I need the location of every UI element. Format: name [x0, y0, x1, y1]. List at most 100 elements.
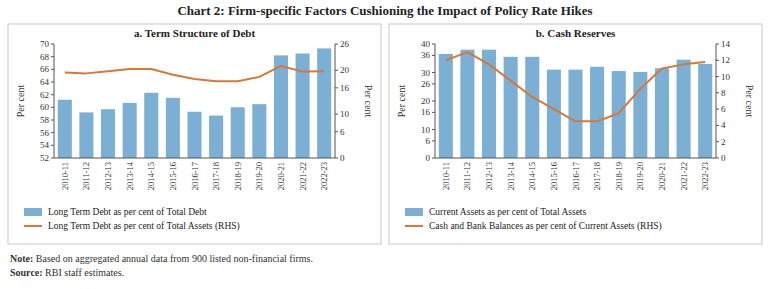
bar [590, 67, 604, 158]
x-tick-label: 2017-18 [211, 162, 221, 190]
x-tick-label: 2019-20 [254, 162, 264, 190]
y-tick [51, 158, 54, 159]
bar [525, 57, 539, 158]
x-tick-label: 2020-21 [276, 162, 286, 190]
x-axis [54, 158, 335, 159]
y-tick [51, 94, 54, 95]
y-tick-label: 54 [40, 140, 50, 150]
bar [101, 109, 115, 158]
y-tick-label: 30 [421, 68, 431, 78]
bar [231, 107, 245, 158]
bar [123, 103, 137, 158]
y-axis-label: Per cent [396, 85, 407, 118]
bar [79, 112, 93, 158]
y-tick-label: 52 [40, 153, 49, 163]
y-tick-label: 70 [40, 39, 50, 49]
y-axis [54, 44, 55, 158]
y-tick-label: 68 [40, 52, 50, 62]
note: Note: Based on aggregated annual data fr… [10, 253, 313, 264]
plot-area [439, 50, 712, 158]
bar [166, 98, 180, 158]
x-tick-label: 2018-19 [614, 162, 624, 190]
bar [460, 50, 474, 158]
y-tick-label: 6 [426, 136, 431, 146]
y-tick [432, 129, 435, 130]
legend-label: Cash and Bank Balances as per cent of Cu… [429, 221, 662, 232]
x-tick-label: 2016-17 [190, 162, 200, 190]
y2-tick-label: 8 [721, 88, 726, 98]
y-tick [432, 112, 435, 113]
y2-axis-label: Per cent [363, 85, 374, 118]
line [446, 52, 705, 121]
y-tick-label: 64 [40, 77, 50, 87]
note-text: RBI staff estimates. [43, 267, 124, 278]
y2-tick-label: 10 [721, 72, 731, 82]
panel-title: b. Cash Reserves [536, 27, 616, 39]
y-tick-label: 40 [421, 39, 431, 49]
y-tick [51, 145, 54, 146]
main-title: Chart 2: Firm-specific Factors Cushionin… [177, 3, 592, 18]
y2-tick [716, 158, 719, 159]
y2-tick-label: 14 [721, 39, 731, 49]
bar [655, 68, 669, 158]
y-tick [51, 107, 54, 108]
y2-axis [716, 44, 717, 158]
y2-tick [716, 125, 719, 126]
plot-area [58, 48, 331, 158]
y-tick-label: 56 [40, 128, 50, 138]
y-tick [51, 120, 54, 121]
legend-swatch [405, 208, 423, 216]
bar [317, 48, 331, 158]
x-tick-label: 2021-22 [679, 162, 689, 190]
y2-tick-label: 26 [340, 39, 350, 49]
legend-swatch [24, 208, 42, 216]
panel-title: a. Term Structure of Debt [134, 27, 255, 39]
x-axis [435, 158, 716, 159]
y-tick [432, 140, 435, 141]
y-tick-label: 10 [421, 125, 431, 135]
x-tick-label: 2015-16 [549, 162, 559, 190]
x-tick-label: 2015-16 [168, 162, 178, 190]
x-tick-label: 2014-15 [146, 162, 156, 190]
y2-tick-label: 0 [340, 153, 345, 163]
x-tick-label: 2019-20 [635, 162, 645, 190]
note: Source: RBI staff estimates. [10, 267, 124, 278]
bar [274, 55, 288, 158]
y2-tick [716, 109, 719, 110]
line [65, 66, 324, 81]
y-tick-label: 36 [421, 50, 431, 60]
y-tick [432, 55, 435, 56]
y-tick [51, 56, 54, 57]
x-tick-label: 2011-12 [81, 162, 91, 190]
y-tick [432, 44, 435, 45]
legend-label: Current Assets as per cent of Total Asse… [429, 207, 587, 217]
y2-tick-label: 4 [721, 120, 726, 130]
x-tick-label: 2021-22 [298, 162, 308, 190]
bar [482, 50, 496, 158]
y2-tick [716, 44, 719, 45]
note-text: Based on aggregated annual data from 900… [33, 253, 313, 264]
legend-swatch [405, 225, 423, 227]
x-tick-label: 2013-14 [506, 161, 516, 190]
x-tick-label: 2014-15 [527, 162, 537, 190]
y2-tick [716, 141, 719, 142]
y2-tick-label: 10 [340, 109, 350, 119]
note-keyword: Source: [10, 267, 43, 278]
y2-tick-label: 20 [340, 65, 350, 75]
y2-tick [335, 87, 338, 88]
bar [504, 57, 518, 158]
x-tick-label: 2022-23 [319, 162, 329, 190]
x-tick-label: 2013-14 [125, 161, 135, 190]
x-tick-label: 2012-13 [484, 162, 494, 190]
y-tick [432, 83, 435, 84]
x-tick-label: 2010-11 [441, 162, 451, 190]
y2-tick [716, 92, 719, 93]
bar [568, 70, 582, 158]
y2-tick [335, 44, 338, 45]
bar [187, 112, 201, 158]
bar [698, 64, 712, 158]
y-tick [432, 101, 435, 102]
y2-tick-label: 16 [340, 83, 350, 93]
chart-root: Chart 2: Firm-specific Factors Cushionin… [0, 0, 770, 289]
x-tick-label: 2012-13 [103, 162, 113, 190]
